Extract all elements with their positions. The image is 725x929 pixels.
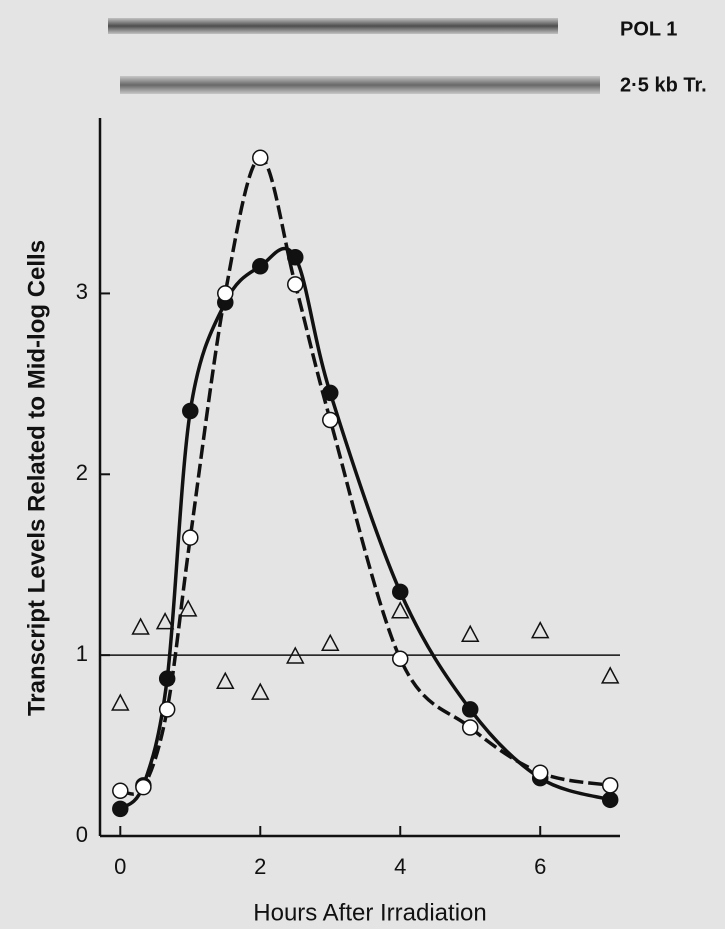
marker bbox=[322, 411, 339, 429]
marker bbox=[216, 671, 235, 690]
marker bbox=[390, 601, 410, 619]
marker bbox=[112, 782, 129, 800]
marker bbox=[217, 285, 234, 302]
marker bbox=[131, 617, 150, 635]
marker bbox=[461, 719, 479, 736]
marker bbox=[111, 693, 130, 711]
y-tick-label: 3 bbox=[76, 279, 88, 304]
marker bbox=[158, 701, 176, 718]
blot-pol1 bbox=[108, 18, 600, 94]
x-tick-label: 2 bbox=[254, 854, 266, 879]
marker bbox=[252, 258, 269, 275]
marker bbox=[178, 599, 198, 617]
y-tick-label: 1 bbox=[76, 641, 88, 666]
marker bbox=[287, 276, 304, 293]
marker bbox=[321, 633, 340, 652]
marker bbox=[286, 646, 305, 664]
marker bbox=[601, 791, 619, 809]
x-tick-label: 4 bbox=[394, 854, 406, 879]
series-line bbox=[120, 156, 611, 796]
marker bbox=[182, 529, 199, 546]
y-tick-label: 2 bbox=[76, 460, 88, 485]
marker bbox=[531, 764, 549, 781]
marker bbox=[135, 778, 152, 796]
marker bbox=[391, 583, 409, 601]
marker bbox=[112, 800, 129, 818]
marker bbox=[182, 402, 199, 420]
y-axis-label: Transcript Levels Related to Mid-log Cel… bbox=[23, 240, 50, 716]
blot-label: POL 1 bbox=[620, 18, 677, 40]
marker bbox=[530, 621, 550, 639]
x-tick-label: 0 bbox=[114, 854, 126, 879]
marker bbox=[461, 701, 479, 718]
marker bbox=[287, 249, 304, 266]
x-tick-label: 6 bbox=[534, 854, 546, 879]
marker bbox=[251, 682, 270, 700]
marker bbox=[391, 650, 409, 668]
blot-label: 2·5 kb Tr. bbox=[620, 74, 707, 96]
marker bbox=[155, 611, 175, 630]
x-axis-label: Hours After Irradiation bbox=[253, 899, 486, 926]
marker bbox=[601, 777, 619, 794]
marker bbox=[252, 149, 269, 167]
y-tick-label: 0 bbox=[76, 822, 88, 847]
marker bbox=[460, 624, 480, 642]
marker bbox=[600, 666, 620, 684]
